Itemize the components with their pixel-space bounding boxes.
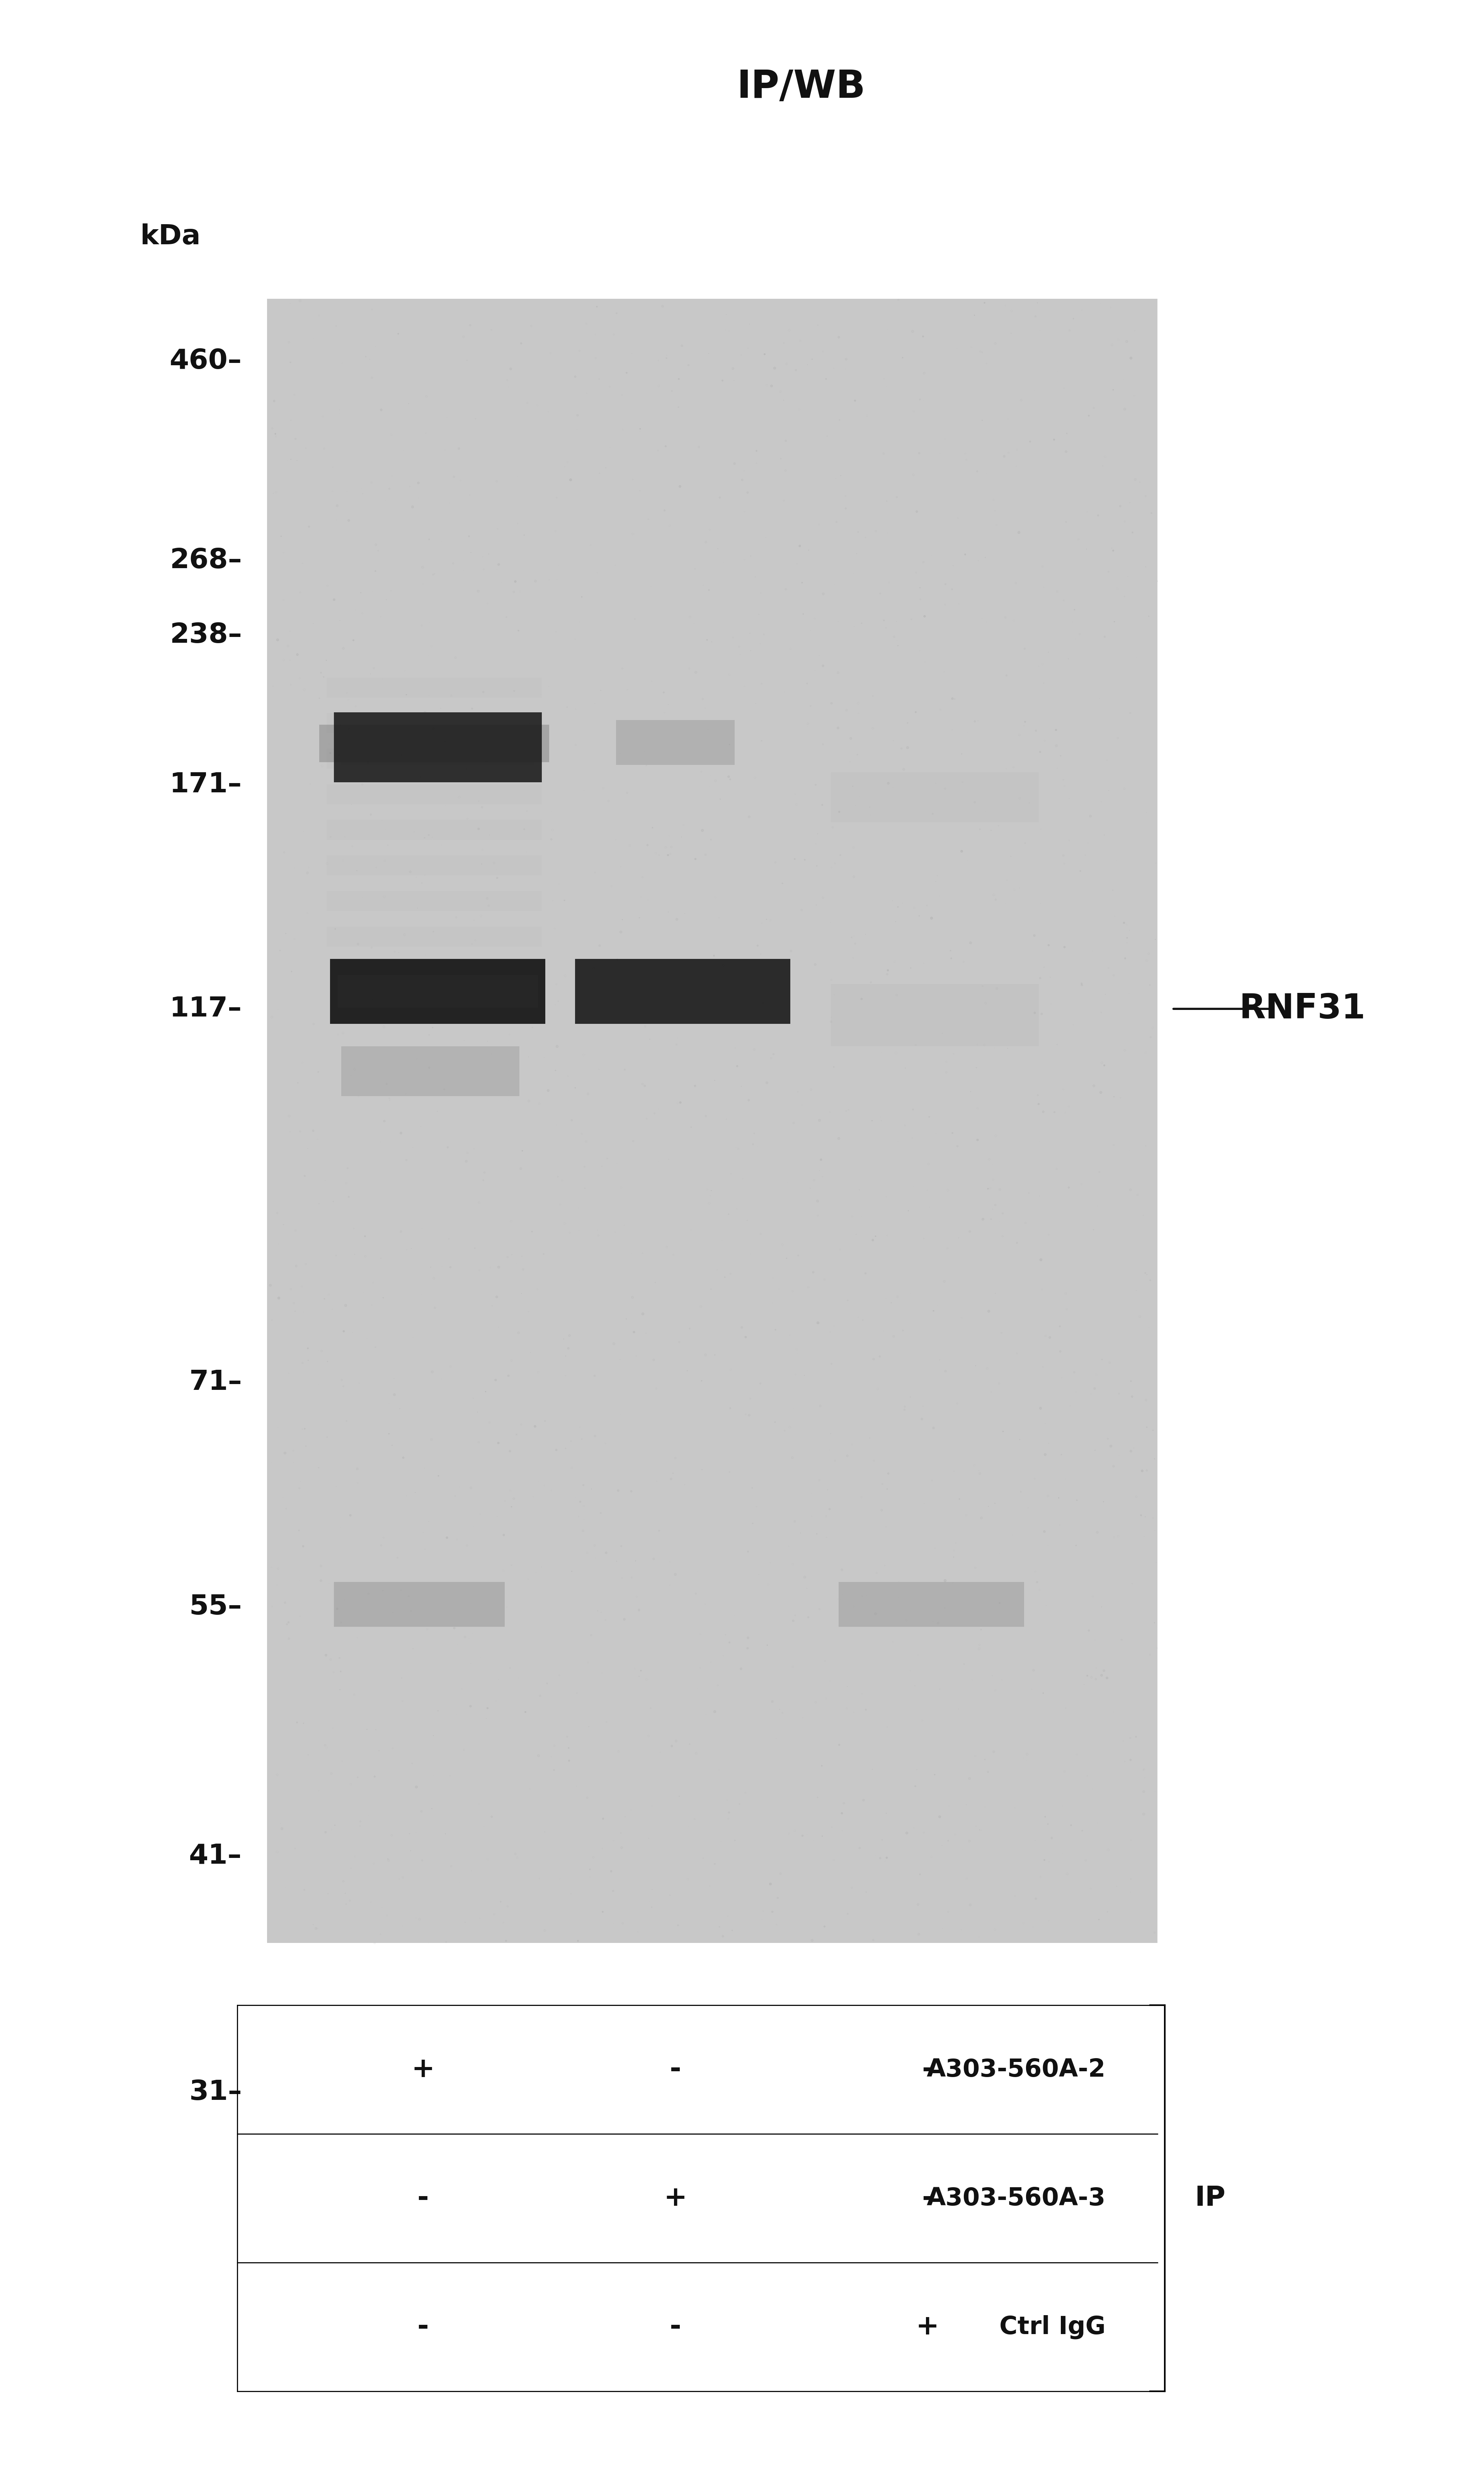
Text: 171–: 171– <box>169 772 242 797</box>
Bar <box>334 1582 505 1627</box>
Bar <box>334 712 542 782</box>
Text: 55–: 55– <box>188 1594 242 1619</box>
Bar <box>341 1046 519 1096</box>
Bar <box>326 712 542 732</box>
Text: IP/WB: IP/WB <box>738 67 865 107</box>
Bar <box>326 750 542 770</box>
Bar <box>326 927 542 947</box>
Bar <box>831 772 1039 822</box>
Bar <box>838 1582 1024 1627</box>
Text: 31–: 31– <box>188 2080 242 2105</box>
Bar <box>616 720 735 765</box>
Text: Ctrl IgG: Ctrl IgG <box>999 2314 1106 2339</box>
Text: -: - <box>922 2055 933 2082</box>
Text: -: - <box>669 2055 681 2082</box>
Text: kDa: kDa <box>141 224 200 249</box>
Text: 41–: 41– <box>188 1843 242 1868</box>
Text: 460–: 460– <box>169 349 242 374</box>
Text: IP: IP <box>1195 2185 1226 2212</box>
Bar <box>326 785 542 805</box>
Bar <box>326 892 542 912</box>
Text: 238–: 238– <box>169 623 242 648</box>
Text: +: + <box>411 2055 435 2082</box>
Bar <box>337 974 537 1006</box>
Text: A303-560A-2: A303-560A-2 <box>926 2058 1106 2082</box>
Bar <box>329 959 545 1024</box>
Text: -: - <box>922 2185 933 2212</box>
Text: -: - <box>669 2314 681 2342</box>
Text: 71–: 71– <box>188 1370 242 1395</box>
Text: RNF31: RNF31 <box>1239 991 1365 1026</box>
Bar <box>319 725 549 762</box>
Text: +: + <box>663 2185 687 2212</box>
Text: -: - <box>417 2185 429 2212</box>
Text: -: - <box>417 2314 429 2342</box>
Bar <box>576 959 789 1024</box>
Bar <box>582 974 784 1006</box>
Bar <box>326 678 542 697</box>
Bar <box>341 730 534 765</box>
Text: +: + <box>916 2314 939 2342</box>
Text: 117–: 117– <box>169 996 242 1021</box>
Bar <box>326 854 542 874</box>
Bar <box>326 820 542 839</box>
Bar <box>267 299 1158 1943</box>
Text: 268–: 268– <box>169 548 242 573</box>
Bar <box>831 984 1039 1046</box>
Text: A303-560A-3: A303-560A-3 <box>926 2187 1106 2210</box>
